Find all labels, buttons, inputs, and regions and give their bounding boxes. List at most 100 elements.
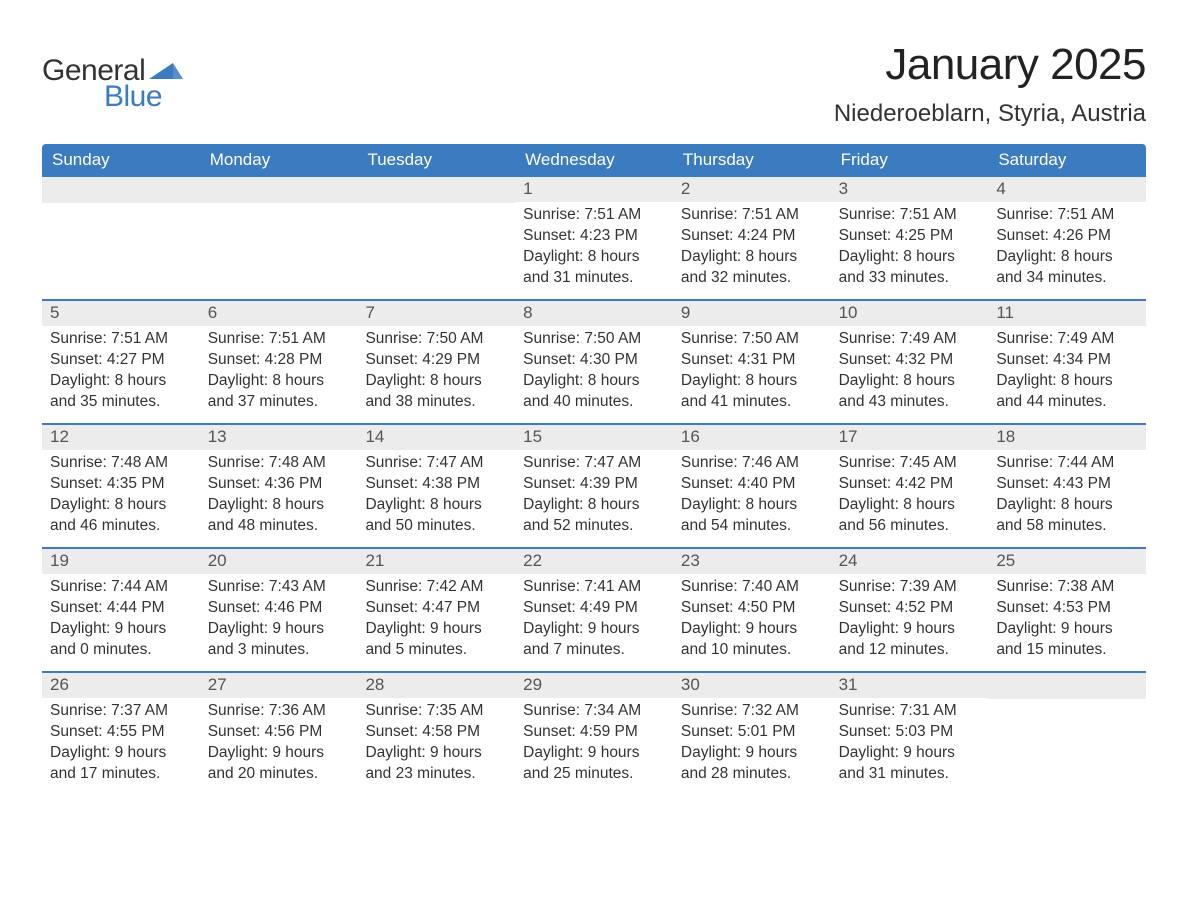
daylight-text: Daylight: 8 hours [208,495,350,516]
day-content: Sunrise: 7:47 AMSunset: 4:39 PMDaylight:… [515,450,673,541]
week-row: 1Sunrise: 7:51 AMSunset: 4:23 PMDaylight… [42,177,1146,299]
daylight-text: Daylight: 8 hours [996,371,1138,392]
sunrise-text: Sunrise: 7:51 AM [996,205,1138,226]
sunrise-text: Sunrise: 7:39 AM [839,577,981,598]
day-cell: 17Sunrise: 7:45 AMSunset: 4:42 PMDayligh… [831,425,989,547]
day-cell: 19Sunrise: 7:44 AMSunset: 4:44 PMDayligh… [42,549,200,671]
day-content: Sunrise: 7:51 AMSunset: 4:28 PMDaylight:… [200,326,358,417]
day-number: 7 [357,301,515,326]
daylight-text: and 52 minutes. [523,516,665,537]
day-content: Sunrise: 7:48 AMSunset: 4:36 PMDaylight:… [200,450,358,541]
sunset-text: Sunset: 4:58 PM [365,722,507,743]
daylight-text: and 44 minutes. [996,392,1138,413]
sunset-text: Sunset: 4:38 PM [365,474,507,495]
daylight-text: Daylight: 8 hours [839,495,981,516]
sunset-text: Sunset: 4:50 PM [681,598,823,619]
day-number: 25 [988,549,1146,574]
sunrise-text: Sunrise: 7:37 AM [50,701,192,722]
daylight-text: Daylight: 9 hours [839,619,981,640]
title-block: January 2025 Niederoeblarn, Styria, Aust… [834,40,1146,128]
daylight-text: and 32 minutes. [681,268,823,289]
day-content: Sunrise: 7:50 AMSunset: 4:31 PMDaylight:… [673,326,831,417]
daylight-text: and 54 minutes. [681,516,823,537]
weekday-header-row: SundayMondayTuesdayWednesdayThursdayFrid… [42,144,1146,177]
day-number: 22 [515,549,673,574]
sunset-text: Sunset: 4:31 PM [681,350,823,371]
day-number: 26 [42,673,200,698]
week-row: 12Sunrise: 7:48 AMSunset: 4:35 PMDayligh… [42,423,1146,547]
sunrise-text: Sunrise: 7:44 AM [50,577,192,598]
sunset-text: Sunset: 4:28 PM [208,350,350,371]
sunrise-text: Sunrise: 7:51 AM [681,205,823,226]
sunrise-text: Sunrise: 7:40 AM [681,577,823,598]
daylight-text: and 7 minutes. [523,640,665,661]
day-cell: 31Sunrise: 7:31 AMSunset: 5:03 PMDayligh… [831,673,989,795]
day-content: Sunrise: 7:51 AMSunset: 4:27 PMDaylight:… [42,326,200,417]
daylight-text: Daylight: 8 hours [681,495,823,516]
sunrise-text: Sunrise: 7:41 AM [523,577,665,598]
sunrise-text: Sunrise: 7:43 AM [208,577,350,598]
daylight-text: Daylight: 8 hours [523,495,665,516]
day-cell: 26Sunrise: 7:37 AMSunset: 4:55 PMDayligh… [42,673,200,795]
daylight-text: Daylight: 8 hours [996,495,1138,516]
sunset-text: Sunset: 4:32 PM [839,350,981,371]
weekday-header-cell: Monday [200,144,358,177]
sunrise-text: Sunrise: 7:48 AM [208,453,350,474]
day-cell: 27Sunrise: 7:36 AMSunset: 4:56 PMDayligh… [200,673,358,795]
daylight-text: and 31 minutes. [839,764,981,785]
weekday-header-cell: Sunday [42,144,200,177]
week-row: 19Sunrise: 7:44 AMSunset: 4:44 PMDayligh… [42,547,1146,671]
daylight-text: and 10 minutes. [681,640,823,661]
day-cell: 10Sunrise: 7:49 AMSunset: 4:32 PMDayligh… [831,301,989,423]
empty-day [357,177,515,203]
sunrise-text: Sunrise: 7:47 AM [523,453,665,474]
day-number: 11 [988,301,1146,326]
day-content: Sunrise: 7:43 AMSunset: 4:46 PMDaylight:… [200,574,358,665]
sunrise-text: Sunrise: 7:42 AM [365,577,507,598]
day-number: 20 [200,549,358,574]
daylight-text: Daylight: 8 hours [839,371,981,392]
day-cell: 15Sunrise: 7:47 AMSunset: 4:39 PMDayligh… [515,425,673,547]
daylight-text: Daylight: 9 hours [208,619,350,640]
day-number: 29 [515,673,673,698]
day-cell: 6Sunrise: 7:51 AMSunset: 4:28 PMDaylight… [200,301,358,423]
header: General Blue January 2025 Niederoeblarn,… [42,40,1146,128]
day-number: 8 [515,301,673,326]
day-content: Sunrise: 7:50 AMSunset: 4:29 PMDaylight:… [357,326,515,417]
daylight-text: and 23 minutes. [365,764,507,785]
daylight-text: and 33 minutes. [839,268,981,289]
sunset-text: Sunset: 4:36 PM [208,474,350,495]
sunset-text: Sunset: 4:24 PM [681,226,823,247]
sunset-text: Sunset: 4:26 PM [996,226,1138,247]
sunrise-text: Sunrise: 7:51 AM [208,329,350,350]
daylight-text: and 48 minutes. [208,516,350,537]
day-cell: 18Sunrise: 7:44 AMSunset: 4:43 PMDayligh… [988,425,1146,547]
daylight-text: Daylight: 9 hours [523,619,665,640]
day-number: 24 [831,549,989,574]
daylight-text: Daylight: 8 hours [839,247,981,268]
week-row: 26Sunrise: 7:37 AMSunset: 4:55 PMDayligh… [42,671,1146,795]
weekday-header-cell: Friday [831,144,989,177]
day-cell: 9Sunrise: 7:50 AMSunset: 4:31 PMDaylight… [673,301,831,423]
day-number: 5 [42,301,200,326]
daylight-text: Daylight: 8 hours [50,371,192,392]
sunset-text: Sunset: 4:29 PM [365,350,507,371]
daylight-text: Daylight: 9 hours [208,743,350,764]
sunset-text: Sunset: 4:56 PM [208,722,350,743]
day-cell: 2Sunrise: 7:51 AMSunset: 4:24 PMDaylight… [673,177,831,299]
sunset-text: Sunset: 4:40 PM [681,474,823,495]
day-content: Sunrise: 7:35 AMSunset: 4:58 PMDaylight:… [357,698,515,789]
day-number: 4 [988,177,1146,202]
sunrise-text: Sunrise: 7:31 AM [839,701,981,722]
sunrise-text: Sunrise: 7:48 AM [50,453,192,474]
sunrise-text: Sunrise: 7:47 AM [365,453,507,474]
daylight-text: Daylight: 9 hours [681,619,823,640]
sunrise-text: Sunrise: 7:50 AM [365,329,507,350]
weekday-header-cell: Wednesday [515,144,673,177]
day-content: Sunrise: 7:50 AMSunset: 4:30 PMDaylight:… [515,326,673,417]
day-number: 18 [988,425,1146,450]
day-number: 15 [515,425,673,450]
daylight-text: Daylight: 8 hours [681,247,823,268]
daylight-text: and 3 minutes. [208,640,350,661]
sunset-text: Sunset: 4:27 PM [50,350,192,371]
